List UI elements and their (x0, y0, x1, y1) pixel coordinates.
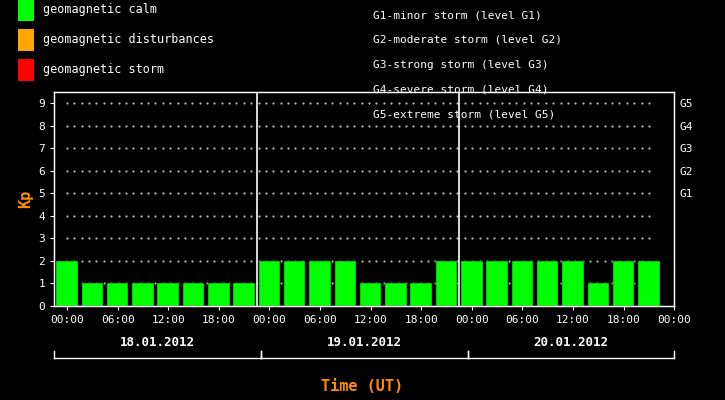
Text: geomagnetic storm: geomagnetic storm (43, 64, 164, 76)
Text: G1-minor storm (level G1): G1-minor storm (level G1) (373, 10, 542, 20)
Bar (410, 284, 432, 306)
Bar (537, 261, 558, 306)
Text: geomagnetic disturbances: geomagnetic disturbances (43, 34, 214, 46)
Bar (132, 284, 154, 306)
Bar (82, 284, 103, 306)
Y-axis label: Kp: Kp (18, 190, 33, 208)
Bar (208, 284, 230, 306)
Bar (57, 261, 78, 306)
Bar (486, 261, 508, 306)
Bar (183, 284, 204, 306)
Text: Time (UT): Time (UT) (321, 379, 404, 394)
Text: G3-strong storm (level G3): G3-strong storm (level G3) (373, 60, 549, 70)
Text: G4-severe storm (level G4): G4-severe storm (level G4) (373, 84, 549, 94)
Bar (259, 261, 280, 306)
Text: 19.01.2012: 19.01.2012 (327, 336, 402, 348)
Text: G2-moderate storm (level G2): G2-moderate storm (level G2) (373, 35, 563, 45)
Text: geomagnetic calm: geomagnetic calm (43, 4, 157, 16)
Bar (436, 261, 457, 306)
Bar (563, 261, 584, 306)
Bar (334, 261, 356, 306)
Bar (587, 284, 609, 306)
Bar (385, 284, 407, 306)
Bar (233, 284, 255, 306)
Bar (284, 261, 305, 306)
Bar (512, 261, 533, 306)
Text: 20.01.2012: 20.01.2012 (534, 336, 608, 348)
Bar (157, 284, 179, 306)
Bar (461, 261, 483, 306)
Text: 18.01.2012: 18.01.2012 (120, 336, 195, 348)
Bar (360, 284, 381, 306)
Bar (107, 284, 128, 306)
Bar (613, 261, 634, 306)
Text: G5-extreme storm (level G5): G5-extreme storm (level G5) (373, 109, 555, 119)
Bar (638, 261, 660, 306)
Bar (310, 261, 331, 306)
